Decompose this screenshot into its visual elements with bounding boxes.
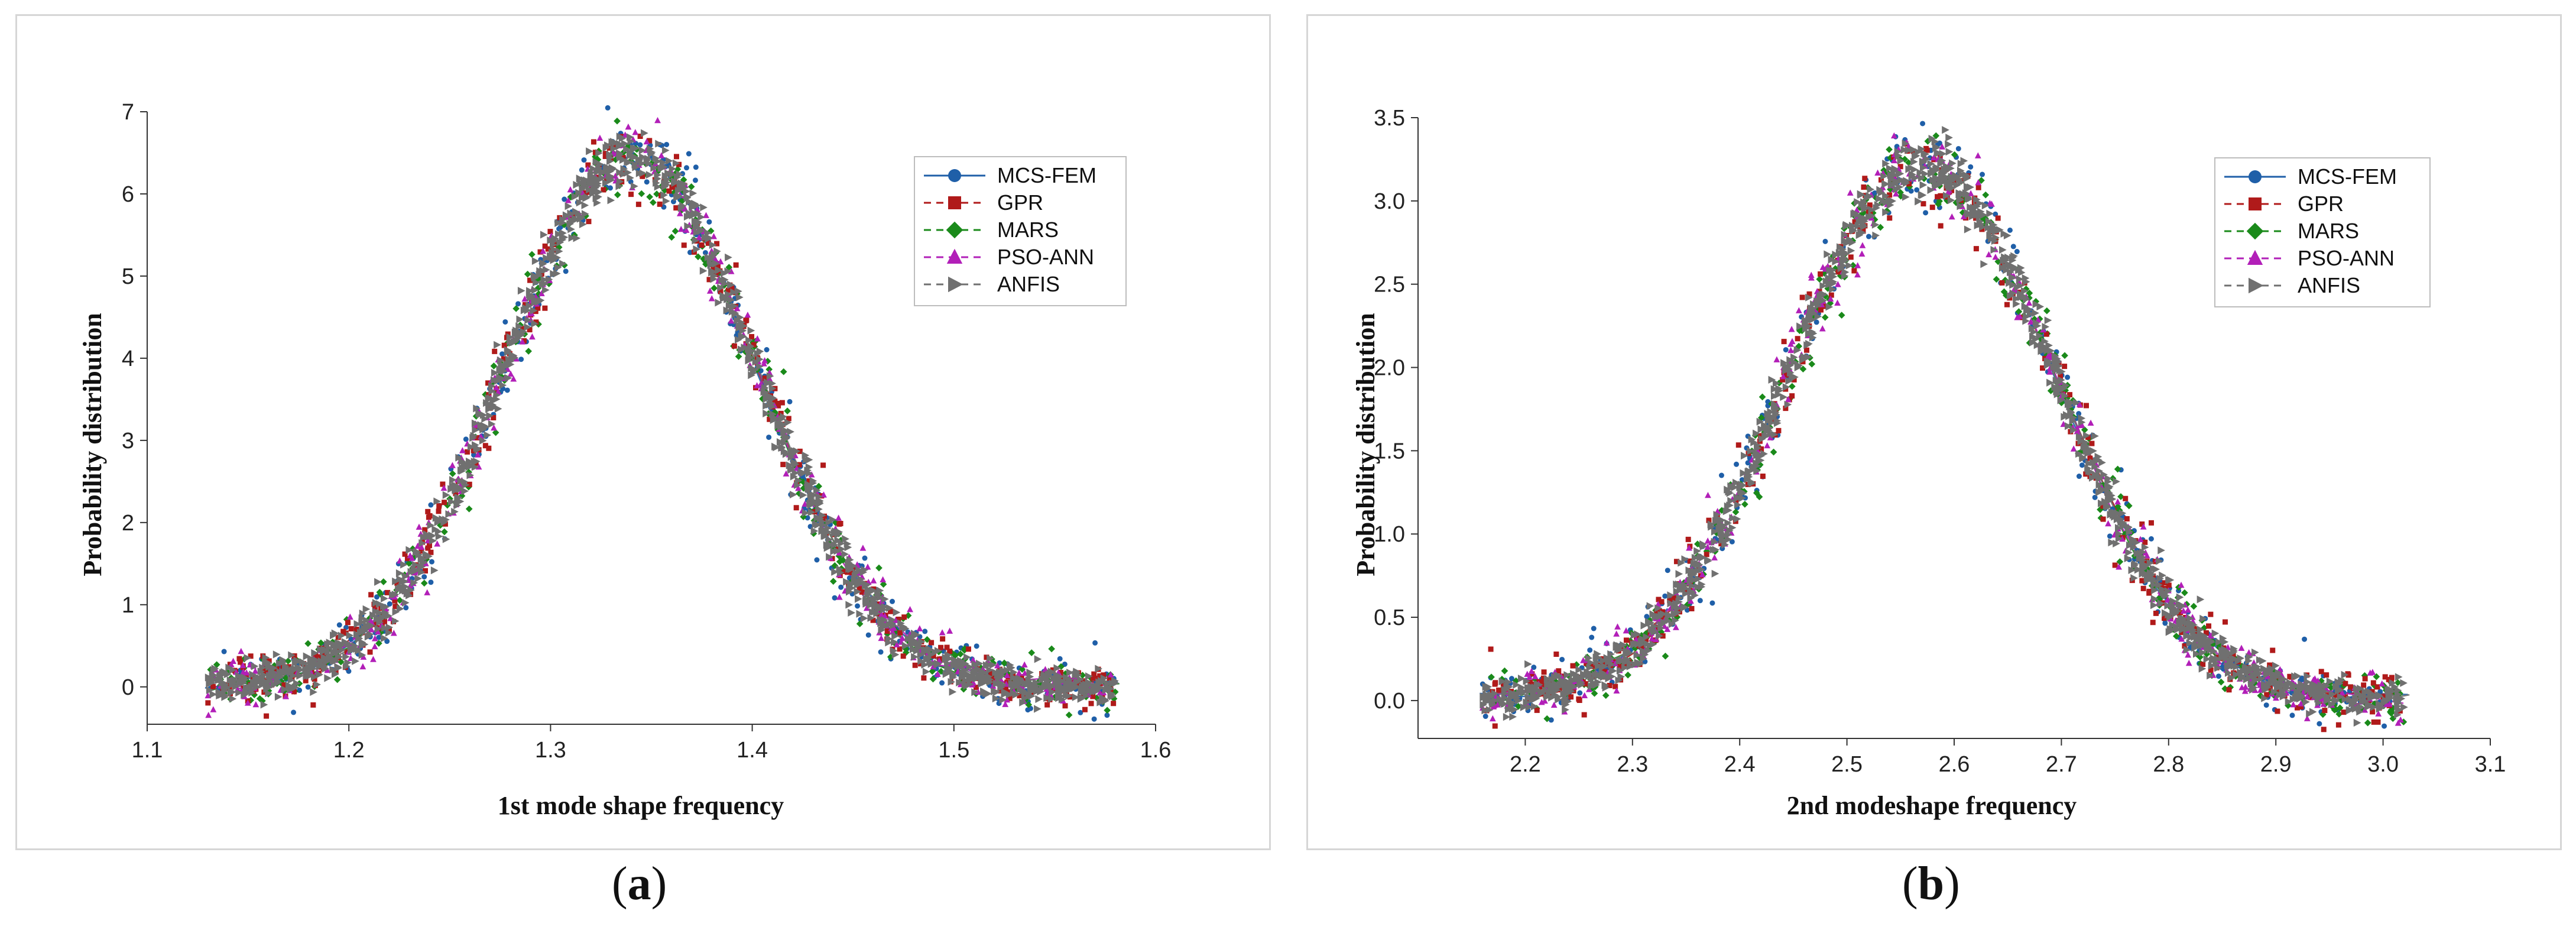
x-tick-label: 2.3 — [1617, 752, 1648, 777]
legend-label: GPR — [997, 190, 1043, 215]
y-axis-title-b: Probability distribution — [1351, 313, 1380, 576]
legend-marker-gpr — [948, 196, 961, 209]
y-tick-label: 4 — [122, 346, 134, 371]
x-tick-label: 1.4 — [737, 738, 768, 763]
legend-marker-gpr — [2249, 197, 2262, 210]
legend-marker-pso-ann — [2247, 249, 2263, 265]
legend-marker-mars — [2246, 222, 2264, 240]
legend-label: MARS — [2298, 219, 2359, 243]
caption-a: (a) — [612, 858, 667, 910]
series-line-pso-ann — [754, 359, 1112, 687]
axes-b: 2.2 2.3 2.4 2.5 2.6 2.7 2.8 2.9 3.0 3.1 0.0 0.5 1.0 1… — [1374, 106, 2506, 777]
y-tick-label: 0 — [122, 675, 134, 700]
series-line-gpr — [749, 351, 1116, 688]
chart-a: 1.1 1.2 1.3 1.4 1.5 1.6 0 1 2 3 4 5 6 7 MCS-FEM GPR MAR… — [78, 100, 1172, 820]
y-tick-label: 7 — [122, 100, 134, 125]
x-tick-label: 3.1 — [2475, 752, 2506, 777]
legend-label: PSO-ANN — [2298, 246, 2395, 270]
legend-label: MARS — [997, 218, 1059, 242]
caption-b: (b) — [1902, 858, 1960, 910]
x-tick-label: 2.9 — [2260, 752, 2292, 777]
x-tick-label: 2.6 — [1939, 752, 1970, 777]
chart-panel-b: 2.2 2.3 2.4 2.5 2.6 2.7 2.8 2.9 3.0 3.1 0.0 0.5 1.0 1… — [1306, 14, 2562, 850]
x-tick-label: 1.3 — [535, 738, 566, 763]
y-tick-label: 3 — [122, 429, 134, 453]
axes-a: 1.1 1.2 1.3 1.4 1.5 1.6 0 1 2 3 4 5 6 7 — [122, 100, 1172, 763]
legend-marker-mcs-fem — [2249, 170, 2262, 183]
legend-label: MCS-FEM — [997, 163, 1096, 187]
y-tick-label: 1.0 — [1374, 522, 1405, 547]
legend-marker-mcs-fem — [948, 169, 961, 182]
data-points — [1480, 126, 2408, 727]
legend-marker-mars — [946, 221, 963, 239]
y-tick-label: 1 — [122, 593, 134, 618]
chart-panel-a: 1.1 1.2 1.3 1.4 1.5 1.6 0 1 2 3 4 5 6 7 MCS-FEM GPR MAR… — [15, 14, 1271, 850]
x-tick-label: 2.5 — [1831, 752, 1863, 777]
x-tick-label: 2.8 — [2153, 752, 2184, 777]
x-tick-label: 1.5 — [938, 738, 969, 763]
x-tick-label: 1.6 — [1140, 738, 1172, 763]
series-markers-anfis — [1480, 126, 2408, 727]
y-tick-label: 6 — [122, 182, 134, 207]
legend-b: MCS-FEM GPR MARS PSO-ANN ANFIS — [2214, 157, 2431, 307]
legend-label: ANFIS — [997, 272, 1060, 296]
legend-label: PSO-ANN — [997, 245, 1094, 269]
series-line-gpr — [2033, 325, 2402, 695]
legend-marker-anfis — [2249, 277, 2264, 294]
x-tick-label: 1.2 — [333, 738, 365, 763]
chart-b: 2.2 2.3 2.4 2.5 2.6 2.7 2.8 2.9 3.0 3.1 0.0 0.5 1.0 1… — [1351, 106, 2506, 820]
x-tick-label: 2.7 — [2046, 752, 2077, 777]
caption-b-letter: b — [1918, 858, 1945, 910]
data-points — [207, 117, 1119, 719]
x-tick-label: 1.1 — [132, 738, 163, 763]
y-tick-label: 3.5 — [1374, 106, 1405, 131]
y-tick-label: 2 — [122, 511, 134, 536]
legend-marker-pso-ann — [946, 248, 963, 264]
y-tick-label: 0.5 — [1374, 605, 1405, 630]
y-tick-label: 0.0 — [1374, 689, 1405, 714]
y-tick-label: 2.5 — [1374, 273, 1405, 297]
x-tick-label: 2.2 — [1510, 752, 1541, 777]
x-axis-title-b: 2nd modeshape frequency — [1787, 791, 2077, 820]
y-tick-label: 2.0 — [1374, 356, 1405, 381]
caption-a-letter: a — [627, 858, 651, 910]
y-tick-label: 5 — [122, 264, 134, 289]
legend-marker-anfis — [948, 276, 963, 293]
legend-label: ANFIS — [2298, 273, 2360, 297]
series-markers-mars — [207, 117, 1119, 719]
series-line-anfis — [750, 348, 1118, 692]
plot-area-b — [1479, 121, 2410, 733]
y-tick-label: 3.0 — [1374, 189, 1405, 214]
x-tick-label: 3.0 — [2367, 752, 2399, 777]
plot-area-a — [205, 105, 1120, 722]
x-tick-label: 2.4 — [1724, 752, 1756, 777]
legend-a: MCS-FEM GPR MARS PSO-ANN ANFIS — [914, 156, 1127, 306]
y-axis-title-a: Probability distribution — [78, 313, 107, 576]
x-axis-title-a: 1st mode shape frequency — [498, 791, 784, 820]
legend-label: MCS-FEM — [2298, 164, 2397, 189]
y-tick-label: 1.5 — [1374, 439, 1405, 464]
legend-label: GPR — [2298, 192, 2344, 216]
